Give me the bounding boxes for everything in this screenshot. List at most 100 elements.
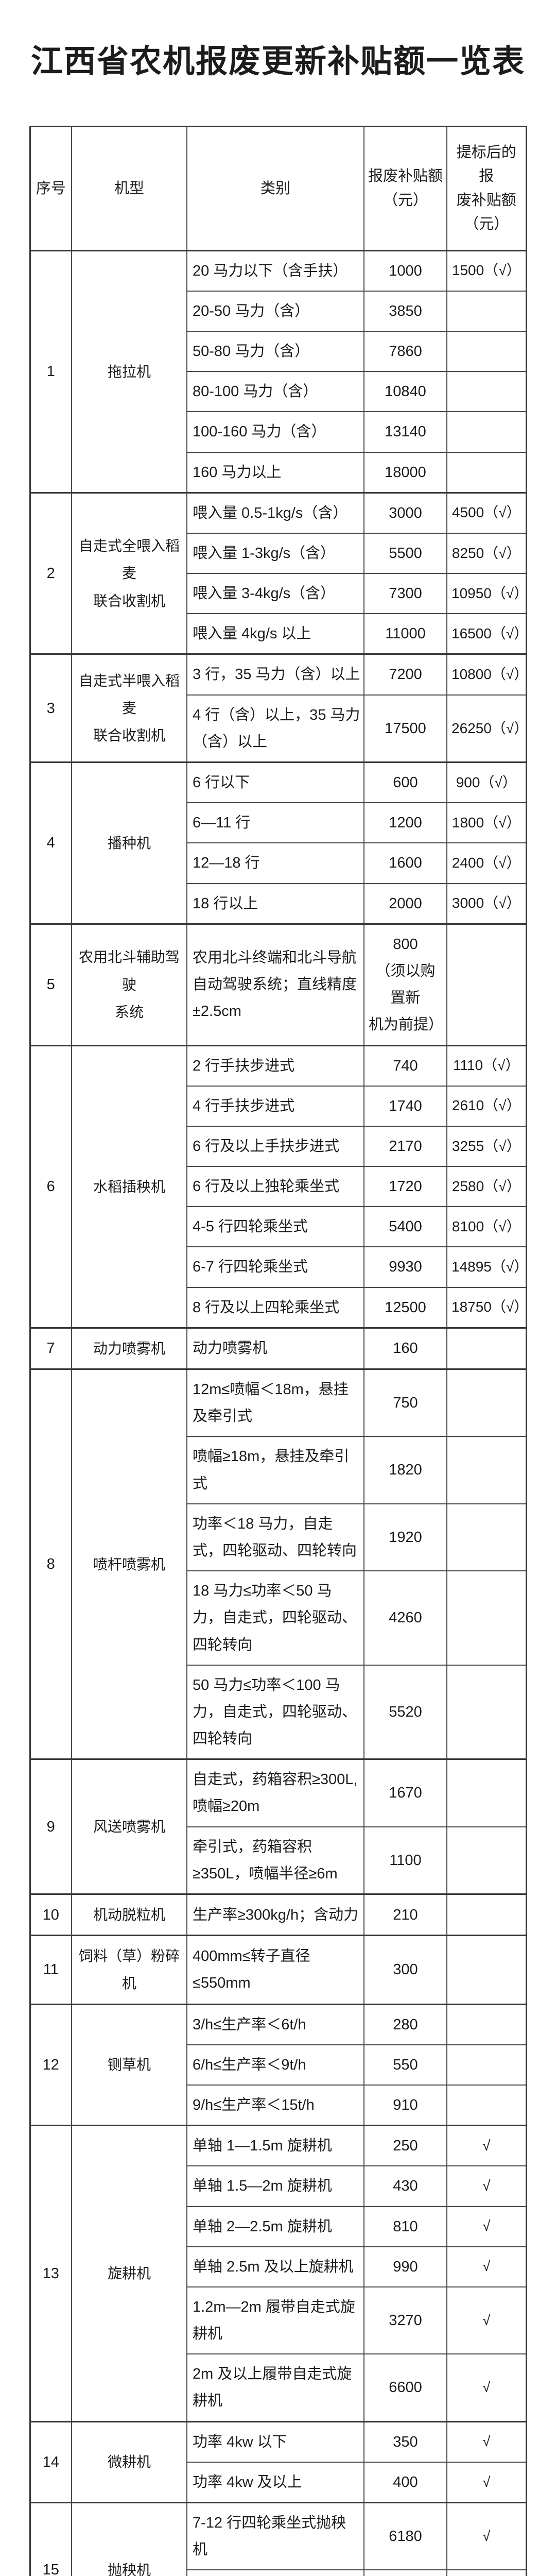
amount-cell: 600 bbox=[364, 762, 447, 803]
category-cell: 12—18 行 bbox=[187, 843, 364, 883]
increased-amount-cell: 26250（√） bbox=[447, 695, 526, 762]
amount-cell: 740 bbox=[364, 1045, 447, 1086]
increased-amount-cell: 1800（√） bbox=[447, 803, 526, 843]
machine-type-cell: 播种机 bbox=[72, 762, 187, 924]
amount-cell: 160 bbox=[364, 1328, 447, 1369]
increased-amount-cell bbox=[447, 2085, 526, 2126]
category-cell: 100-160 马力（含） bbox=[187, 412, 364, 452]
category-cell: 400mm≤转子直径≤550mm bbox=[187, 1936, 364, 2004]
machine-type-cell: 铡草机 bbox=[72, 2004, 187, 2126]
amount-cell: 910 bbox=[364, 2085, 447, 2126]
machine-type-cell: 饲料（草）粉碎机 bbox=[72, 1936, 187, 2004]
category-cell: 20-50 马力（含） bbox=[187, 291, 364, 331]
category-cell: 4 行（含）以上，35 马力（含）以上 bbox=[187, 695, 364, 762]
category-cell: 3 行，35 马力（含）以上 bbox=[187, 654, 364, 695]
increased-amount-cell: 4500（√） bbox=[447, 493, 526, 533]
increased-amount-cell bbox=[447, 1827, 526, 1894]
amount-cell: 1920 bbox=[364, 1504, 447, 1571]
amount-cell: 430 bbox=[364, 2166, 447, 2206]
category-cell: 8 行及以上四轮乘坐式 bbox=[187, 1287, 364, 1328]
column-header-category: 类别 bbox=[187, 127, 364, 251]
increased-amount-cell: 3000（√） bbox=[447, 884, 526, 924]
machine-type-cell: 喷杆喷雾机 bbox=[72, 1369, 187, 1759]
amount-cell: 3000 bbox=[364, 493, 447, 533]
amount-cell: 300 bbox=[364, 1936, 447, 2004]
category-cell: 动力喷雾机 bbox=[187, 1328, 364, 1369]
amount-cell: 11000 bbox=[364, 614, 447, 654]
machine-type-cell: 动力喷雾机 bbox=[72, 1328, 187, 1369]
category-cell: 18 行以上 bbox=[187, 884, 364, 924]
amount-cell: 250 bbox=[364, 2126, 447, 2166]
machine-type-cell: 水稻插秧机 bbox=[72, 1045, 187, 1328]
amount-cell: 7200 bbox=[364, 654, 447, 695]
serial-cell: 5 bbox=[30, 924, 72, 1045]
amount-cell: 6180 bbox=[364, 2503, 447, 2570]
increased-amount-cell: √ bbox=[447, 2421, 526, 2462]
category-cell: 20 马力以下（含手扶） bbox=[187, 250, 364, 291]
increased-amount-cell bbox=[447, 371, 526, 412]
category-cell: 喂入量 4kg/s 以上 bbox=[187, 614, 364, 654]
increased-amount-cell: 2610（√） bbox=[447, 1086, 526, 1126]
machine-type-cell: 自走式半喂入稻麦 联合收割机 bbox=[72, 654, 187, 762]
increased-amount-cell bbox=[447, 1759, 526, 1827]
serial-cell: 14 bbox=[30, 2421, 72, 2502]
increased-amount-cell: 18750（√） bbox=[447, 1287, 526, 1328]
category-cell: 6 行以下 bbox=[187, 762, 364, 803]
category-cell: 自走式，药箱容积≥300L,喷幅≥20m bbox=[187, 1759, 364, 1827]
category-cell: 50-80 马力（含） bbox=[187, 331, 364, 371]
category-cell: 4-5 行四轮乘坐式 bbox=[187, 1207, 364, 1247]
category-cell: 单轴 2.5m 及以上旋耕机 bbox=[187, 2247, 364, 2287]
increased-amount-cell: 8250（√） bbox=[447, 533, 526, 573]
amount-cell: 1000 bbox=[364, 250, 447, 291]
increased-amount-cell: √ bbox=[447, 2166, 526, 2206]
increased-amount-cell: √ bbox=[447, 2287, 526, 2354]
serial-cell: 8 bbox=[30, 1369, 72, 1759]
category-cell: 7-12 行四轮乘坐式抛秧机 bbox=[187, 2503, 364, 2570]
serial-cell: 13 bbox=[30, 2126, 72, 2422]
machine-type-cell: 农用北斗辅助驾驶 系统 bbox=[72, 924, 187, 1045]
increased-amount-cell: 900（√） bbox=[447, 762, 526, 803]
category-cell: 喂入量 0.5-1kg/s（含） bbox=[187, 493, 364, 533]
category-cell: 单轴 2—2.5m 旋耕机 bbox=[187, 2207, 364, 2247]
amount-cell: 990 bbox=[364, 2247, 447, 2287]
amount-cell: 550 bbox=[364, 2045, 447, 2085]
category-cell: 喂入量 1-3kg/s（含） bbox=[187, 533, 364, 573]
category-cell: 2m 及以上履带自走式旋耕机 bbox=[187, 2354, 364, 2421]
category-cell: 农用北斗终端和北斗导航自动驾驶系统；直线精度±2.5cm bbox=[187, 924, 364, 1045]
amount-cell: 280 bbox=[364, 2004, 447, 2045]
amount-cell: 2170 bbox=[364, 1126, 447, 1166]
category-cell: 6—11 行 bbox=[187, 803, 364, 843]
increased-amount-cell: √ bbox=[447, 2354, 526, 2421]
amount-cell: 2000 bbox=[364, 884, 447, 924]
amount-cell: 1100 bbox=[364, 1827, 447, 1894]
increased-amount-cell: √ bbox=[447, 2570, 526, 2576]
machine-type-cell: 微耕机 bbox=[72, 2421, 187, 2502]
increased-amount-cell: √ bbox=[447, 2462, 526, 2503]
amount-cell: 15300 bbox=[364, 2570, 447, 2576]
amount-cell: 3850 bbox=[364, 291, 447, 331]
increased-amount-cell: 1500（√） bbox=[447, 250, 526, 291]
amount-cell: 7860 bbox=[364, 331, 447, 371]
increased-amount-cell bbox=[447, 1571, 526, 1665]
column-header-raised-subsidy: 提标后的报 废补贴额 （元） bbox=[447, 127, 526, 251]
machine-type-cell: 自走式全喂入稻麦 联合收割机 bbox=[72, 493, 187, 654]
serial-cell: 4 bbox=[30, 762, 72, 924]
increased-amount-cell bbox=[447, 452, 526, 493]
increased-amount-cell: √ bbox=[447, 2207, 526, 2247]
increased-amount-cell: 2580（√） bbox=[447, 1166, 526, 1207]
serial-cell: 2 bbox=[30, 493, 72, 654]
page-title: 江西省农机报废更新补贴额一览表 bbox=[0, 0, 556, 81]
serial-cell: 6 bbox=[30, 1045, 72, 1328]
category-cell: 生产率≥300kg/h；含动力 bbox=[187, 1894, 364, 1936]
